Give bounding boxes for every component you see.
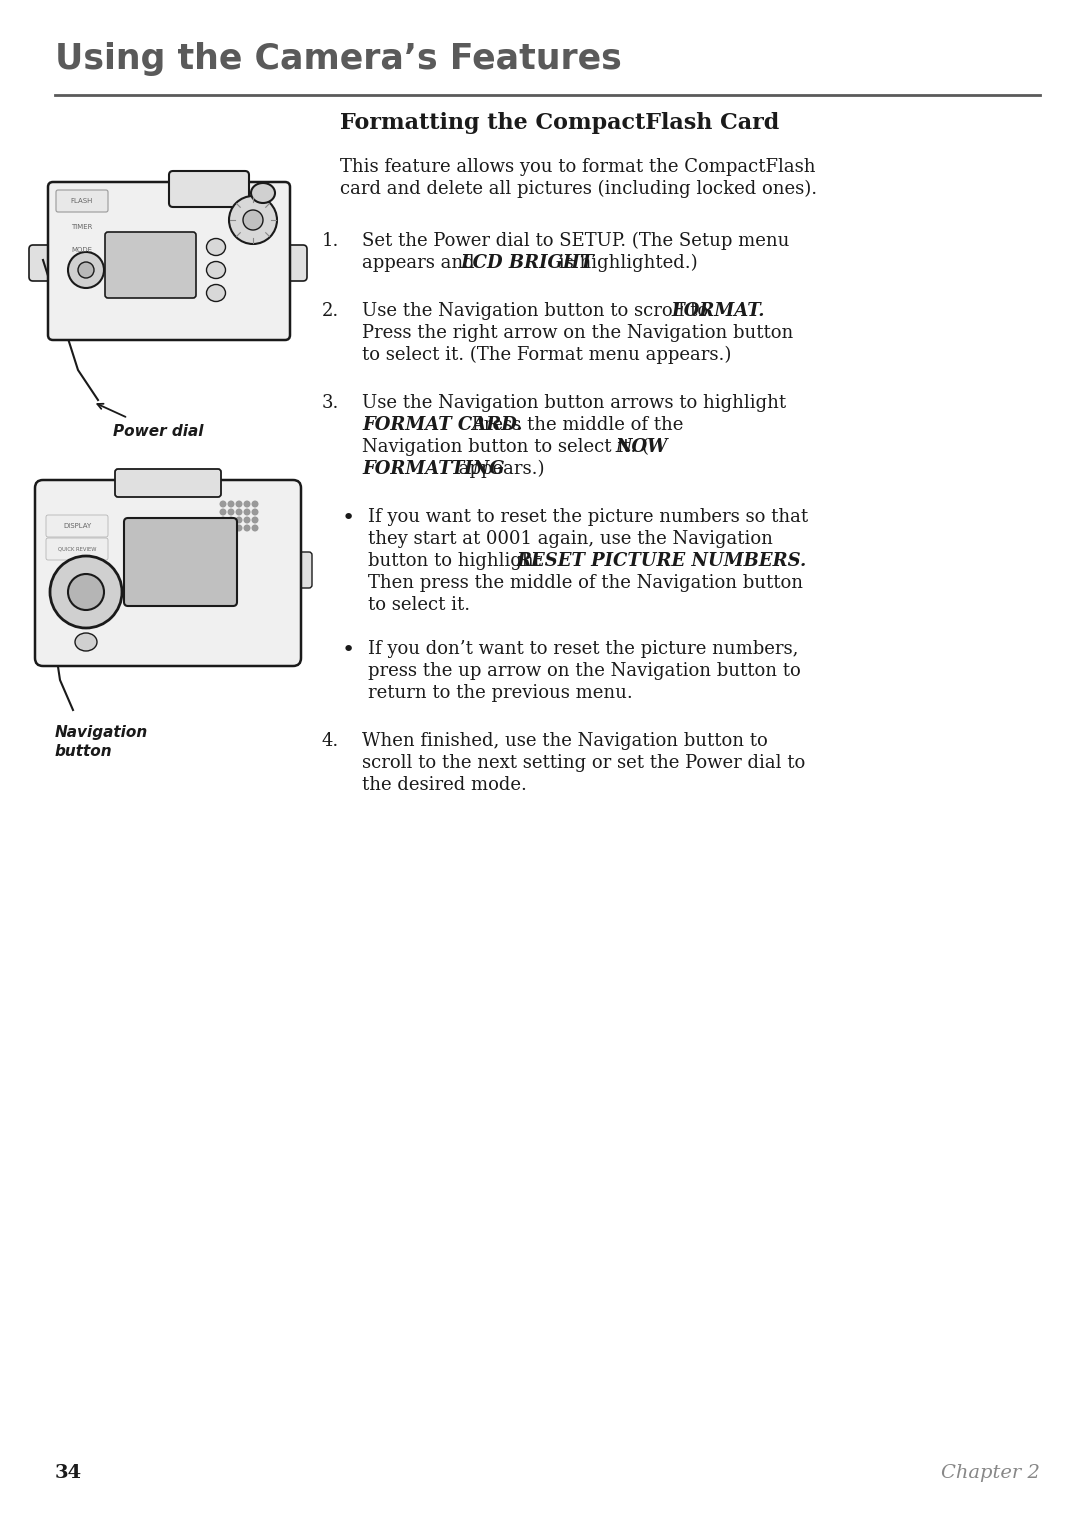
Circle shape (244, 509, 249, 515)
Text: 4.: 4. (322, 732, 339, 750)
Circle shape (253, 509, 258, 515)
Text: is highlighted.): is highlighted.) (553, 255, 698, 273)
Circle shape (228, 502, 233, 506)
Text: return to the previous menu.: return to the previous menu. (368, 684, 633, 702)
Ellipse shape (206, 261, 226, 279)
Ellipse shape (68, 252, 104, 288)
Text: LCD BRIGHT: LCD BRIGHT (460, 255, 593, 271)
Text: DISPLAY: DISPLAY (63, 523, 91, 529)
Circle shape (220, 509, 226, 515)
Circle shape (244, 525, 249, 531)
Text: 34: 34 (55, 1464, 82, 1483)
Text: appears and: appears and (362, 255, 481, 271)
Text: to select it.: to select it. (368, 596, 470, 614)
Text: Press the right arrow on the Navigation button: Press the right arrow on the Navigation … (362, 324, 793, 343)
Circle shape (244, 502, 249, 506)
Circle shape (253, 517, 258, 523)
Text: TIMER: TIMER (71, 224, 93, 230)
Text: Press the middle of the: Press the middle of the (465, 415, 684, 434)
Text: press the up arrow on the Navigation button to: press the up arrow on the Navigation but… (368, 662, 800, 681)
FancyBboxPatch shape (168, 171, 249, 208)
FancyBboxPatch shape (279, 246, 307, 280)
Text: to select it. (The Format menu appears.): to select it. (The Format menu appears.) (362, 346, 731, 364)
FancyBboxPatch shape (48, 182, 291, 340)
Text: FORMAT.: FORMAT. (671, 302, 765, 320)
Text: 3.: 3. (322, 394, 339, 412)
Text: button to highlight: button to highlight (368, 552, 546, 570)
Text: FORMAT CARD.: FORMAT CARD. (362, 415, 523, 434)
Text: Chapter 2: Chapter 2 (941, 1464, 1040, 1483)
Circle shape (253, 525, 258, 531)
Text: they start at 0001 again, use the Navigation: they start at 0001 again, use the Naviga… (368, 531, 773, 547)
Text: RESET PICTURE NUMBERS.: RESET PICTURE NUMBERS. (516, 552, 807, 570)
Text: Navigation button to select it. (: Navigation button to select it. ( (362, 438, 649, 456)
Text: Using the Camera’s Features: Using the Camera’s Features (55, 42, 622, 76)
Text: When finished, use the Navigation button to: When finished, use the Navigation button… (362, 732, 768, 750)
Text: If you don’t want to reset the picture numbers,: If you don’t want to reset the picture n… (368, 640, 798, 658)
Ellipse shape (67, 568, 87, 582)
Text: appears.): appears.) (453, 459, 544, 478)
Circle shape (228, 517, 233, 523)
Text: scroll to the next setting or set the Power dial to: scroll to the next setting or set the Po… (362, 753, 806, 772)
FancyBboxPatch shape (291, 552, 312, 588)
FancyBboxPatch shape (114, 468, 221, 497)
Text: Then press the middle of the Navigation button: Then press the middle of the Navigation … (368, 575, 804, 593)
Text: Use the Navigation button arrows to highlight: Use the Navigation button arrows to high… (362, 394, 786, 412)
Text: NOW: NOW (615, 438, 667, 456)
Circle shape (244, 517, 249, 523)
Circle shape (253, 502, 258, 506)
Circle shape (237, 502, 242, 506)
Ellipse shape (251, 183, 275, 203)
Text: 1.: 1. (322, 232, 339, 250)
Circle shape (237, 517, 242, 523)
Text: Navigation
button: Navigation button (55, 725, 148, 758)
Text: This feature allows you to format the CompactFlash: This feature allows you to format the Co… (340, 158, 815, 176)
Ellipse shape (229, 196, 276, 244)
FancyBboxPatch shape (46, 515, 108, 537)
Circle shape (237, 525, 242, 531)
Circle shape (220, 525, 226, 531)
Text: card and delete all pictures (including locked ones).: card and delete all pictures (including … (340, 180, 818, 199)
Circle shape (220, 502, 226, 506)
Text: QUICK REVIEW: QUICK REVIEW (57, 546, 96, 552)
Text: Formatting the CompactFlash Card: Formatting the CompactFlash Card (340, 112, 780, 133)
Circle shape (228, 525, 233, 531)
Text: MODE: MODE (71, 247, 93, 253)
Text: the desired mode.: the desired mode. (362, 776, 527, 794)
Ellipse shape (206, 238, 226, 256)
Text: Power dial: Power dial (112, 424, 203, 440)
Circle shape (228, 509, 233, 515)
Ellipse shape (50, 556, 122, 628)
FancyBboxPatch shape (105, 232, 195, 299)
Text: If you want to reset the picture numbers so that: If you want to reset the picture numbers… (368, 508, 808, 526)
FancyBboxPatch shape (56, 190, 108, 212)
Circle shape (237, 509, 242, 515)
Text: FLASH: FLASH (71, 199, 93, 205)
Text: Set the Power dial to SETUP. (The Setup menu: Set the Power dial to SETUP. (The Setup … (362, 232, 789, 250)
Ellipse shape (243, 211, 264, 230)
FancyBboxPatch shape (35, 481, 301, 666)
FancyBboxPatch shape (29, 246, 57, 280)
FancyBboxPatch shape (124, 518, 237, 606)
FancyBboxPatch shape (46, 538, 108, 559)
Text: •: • (342, 640, 355, 659)
Text: Use the Navigation button to scroll to: Use the Navigation button to scroll to (362, 302, 714, 320)
Ellipse shape (78, 262, 94, 277)
Text: •: • (342, 508, 355, 528)
Text: FORMATTING: FORMATTING (362, 459, 504, 478)
Ellipse shape (68, 575, 104, 609)
Circle shape (220, 517, 226, 523)
Ellipse shape (206, 285, 226, 302)
Ellipse shape (75, 634, 97, 650)
Text: 2.: 2. (322, 302, 339, 320)
